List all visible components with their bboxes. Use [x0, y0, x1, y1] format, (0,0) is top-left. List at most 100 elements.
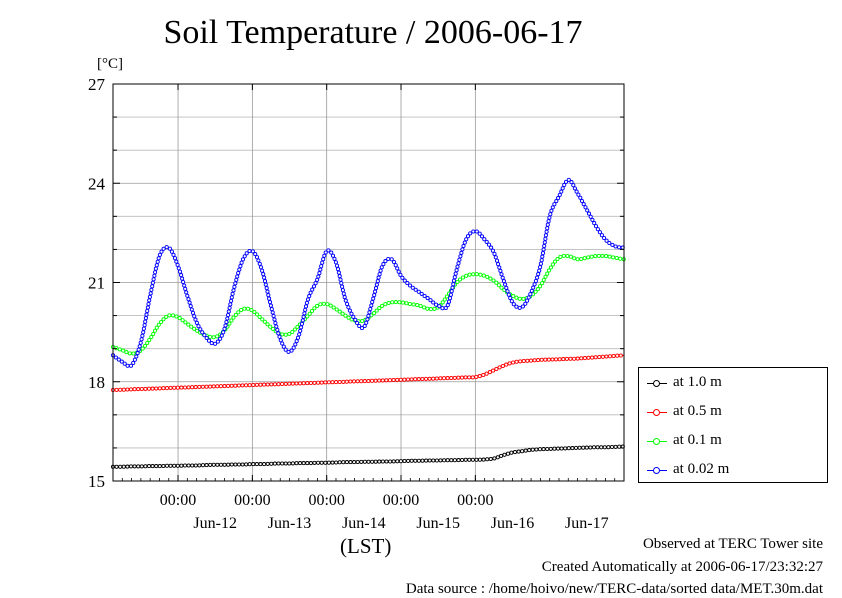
- series-point: [226, 462, 231, 467]
- series-point: [343, 298, 348, 303]
- series-point: [451, 282, 456, 287]
- series-point: [125, 363, 130, 368]
- series-point: [143, 316, 148, 321]
- series-point: [568, 356, 573, 361]
- series-point: [409, 458, 414, 463]
- series-point: [309, 308, 315, 314]
- series-point: [405, 377, 411, 382]
- series-point: [509, 299, 514, 304]
- series-point: [154, 325, 159, 330]
- series-point: [171, 252, 176, 257]
- series-point: [164, 245, 169, 250]
- series-point: [582, 356, 587, 361]
- series-point: [276, 331, 281, 336]
- series-point: [449, 375, 454, 381]
- series-point: [563, 179, 569, 184]
- series-point: [181, 279, 186, 285]
- series-point: [381, 262, 386, 267]
- series-point: [185, 293, 190, 298]
- series-point: [481, 457, 486, 462]
- series-point: [542, 243, 547, 249]
- created-note: Created Automatically at 2006-06-17/23:3…: [541, 559, 823, 575]
- series-point: [192, 314, 197, 319]
- series-point: [330, 460, 335, 465]
- series-point: [226, 383, 231, 388]
- series-point: [335, 267, 341, 272]
- series-point: [550, 205, 555, 210]
- series-point: [323, 250, 328, 255]
- series-point: [143, 319, 148, 324]
- series-point: [298, 381, 303, 386]
- series-point: [280, 381, 285, 387]
- series-point: [343, 313, 348, 318]
- series-point: [172, 256, 178, 261]
- series-point: [280, 461, 285, 466]
- series-point: [249, 308, 254, 313]
- series-point: [395, 459, 400, 464]
- series-point: [572, 186, 577, 191]
- series-point: [450, 285, 455, 290]
- series-point: [124, 350, 129, 355]
- series-point: [268, 324, 273, 329]
- x-time-label: 00:00: [383, 492, 419, 509]
- series-point: [365, 317, 370, 322]
- series-point: [152, 273, 157, 278]
- series-point: [326, 380, 331, 385]
- series-point: [585, 208, 590, 213]
- series-point: [340, 311, 345, 316]
- series-point: [548, 446, 553, 451]
- series-point: [137, 344, 142, 349]
- series-point: [505, 451, 511, 456]
- series-point: [481, 372, 486, 378]
- series-point: [184, 290, 189, 295]
- series-point: [332, 256, 337, 261]
- series-point: [256, 258, 261, 263]
- series-point: [157, 386, 162, 391]
- series-point: [182, 283, 187, 288]
- series-point: [452, 375, 457, 380]
- series-point: [369, 303, 374, 308]
- series-point: [533, 278, 538, 284]
- series-point: [448, 292, 453, 297]
- series-point: [157, 464, 162, 469]
- series-point: [287, 381, 292, 386]
- series-point: [168, 463, 173, 468]
- series-point: [532, 282, 537, 287]
- series-point: [204, 384, 209, 389]
- series-point: [502, 452, 507, 457]
- series-point: [370, 299, 375, 305]
- series-point: [531, 285, 536, 290]
- series-point: [617, 245, 622, 250]
- series-point: [452, 458, 457, 463]
- series-point: [170, 313, 176, 318]
- series-point: [234, 277, 239, 282]
- series-point: [391, 259, 397, 265]
- series-point: [368, 306, 373, 312]
- series-point: [321, 257, 326, 262]
- series-point: [488, 456, 493, 462]
- series-point: [370, 459, 375, 464]
- series-point: [425, 296, 430, 301]
- series-point: [336, 270, 341, 275]
- series-point: [559, 189, 564, 194]
- series-point: [456, 458, 461, 463]
- series-point: [384, 378, 389, 383]
- series-point: [157, 252, 162, 257]
- series-point: [267, 296, 272, 301]
- series-point: [398, 459, 403, 464]
- series-point: [613, 444, 618, 449]
- series-point: [149, 334, 154, 340]
- series-point: [571, 183, 576, 188]
- series-point: [413, 458, 418, 463]
- series-point: [331, 305, 336, 310]
- series-point: [143, 343, 148, 348]
- series-point: [618, 256, 623, 261]
- series-point: [462, 240, 467, 245]
- series-point: [540, 251, 546, 256]
- series-point: [301, 461, 306, 466]
- x-date-label: Jun-16: [491, 515, 535, 532]
- series-point: [136, 464, 141, 469]
- series-point: [265, 289, 270, 294]
- series-point: [254, 255, 260, 260]
- series-point: [151, 277, 156, 282]
